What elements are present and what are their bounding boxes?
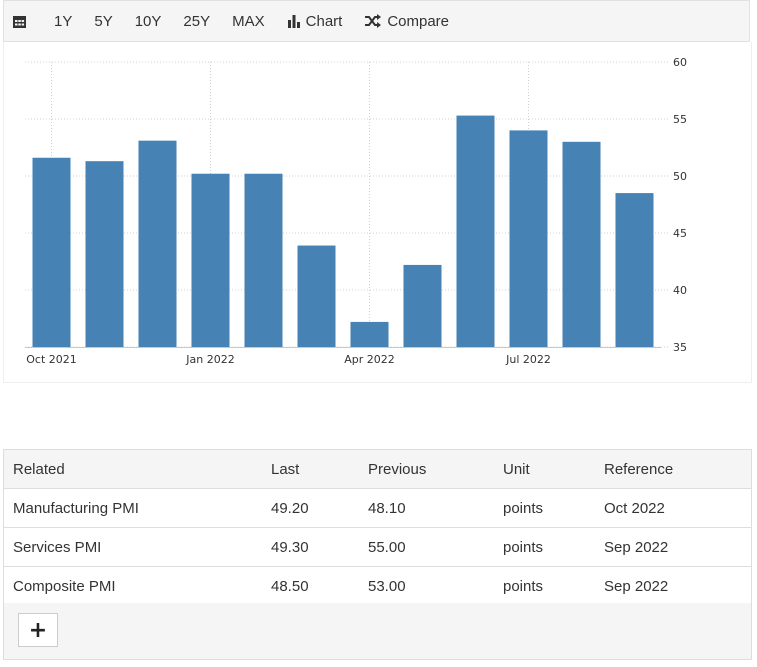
related-table: Related Last Previous Unit Reference Man…	[3, 449, 752, 606]
header-previous: Previous	[360, 449, 495, 489]
table-row[interactable]: Composite PMI 48.50 53.00 points Sep 202…	[3, 566, 752, 606]
cell-previous: 55.00	[360, 527, 495, 567]
y-tick-label: 40	[673, 284, 687, 297]
cell-name[interactable]: Composite PMI	[3, 566, 263, 606]
table-row[interactable]: Manufacturing PMI 49.20 48.10 points Oct…	[3, 488, 752, 528]
y-tick-labels: 35 40 45 50 55 60	[673, 56, 687, 354]
bar[interactable]	[562, 141, 601, 347]
cell-reference: Sep 2022	[596, 566, 752, 606]
add-indicator-button[interactable]: +	[18, 613, 58, 647]
y-tick-label: 55	[673, 113, 687, 126]
x-tick-label: Jul 2022	[505, 353, 551, 366]
y-tick-label: 35	[673, 341, 687, 354]
header-related: Related	[3, 449, 263, 489]
y-tick-label: 60	[673, 56, 687, 69]
range-max-button[interactable]: MAX	[232, 12, 265, 30]
cell-last: 49.20	[263, 488, 360, 528]
table-footer: +	[3, 603, 752, 660]
header-last: Last	[263, 449, 360, 489]
chart-container: Oct 2021 Jan 2022 Apr 2022 Jul 2022 35 40 45 5…	[3, 42, 752, 383]
related-header-row: Related Last Previous Unit Reference	[3, 449, 752, 489]
bar[interactable]	[85, 161, 124, 347]
cell-previous: 48.10	[360, 488, 495, 528]
bar[interactable]	[615, 193, 654, 347]
range-10y-button[interactable]: 10Y	[134, 12, 162, 30]
bar[interactable]	[456, 115, 495, 347]
bar[interactable]	[297, 245, 336, 347]
chart-type-label: Chart	[305, 12, 343, 30]
calendar-icon[interactable]	[12, 14, 32, 29]
bar[interactable]	[403, 264, 442, 347]
bars	[32, 115, 654, 347]
bar-chart: Oct 2021 Jan 2022 Apr 2022 Jul 2022 35 40 45 5…	[25, 56, 687, 366]
calendar-icon-graphic	[13, 15, 26, 28]
cell-reference: Sep 2022	[596, 527, 752, 567]
bar[interactable]	[191, 173, 230, 347]
x-tick-label: Apr 2022	[344, 353, 395, 366]
range-1y-button[interactable]: 1Y	[54, 12, 73, 30]
cell-unit: points	[495, 488, 596, 528]
range-5y-button[interactable]: 5Y	[94, 12, 113, 30]
bar-chart-icon	[287, 15, 300, 28]
x-tick-label: Oct 2021	[26, 353, 77, 366]
cell-reference: Oct 2022	[596, 488, 752, 528]
table-row[interactable]: Services PMI 49.30 55.00 points Sep 2022	[3, 527, 752, 567]
shuffle-icon	[365, 14, 382, 28]
y-tick-label: 45	[673, 227, 687, 240]
bar[interactable]	[350, 321, 389, 347]
bar[interactable]	[32, 157, 71, 347]
range-25y-button[interactable]: 25Y	[183, 12, 211, 30]
cell-previous: 53.00	[360, 566, 495, 606]
cell-last: 49.30	[263, 527, 360, 567]
x-tick-labels: Oct 2021 Jan 2022 Apr 2022 Jul 2022	[26, 353, 551, 366]
bar[interactable]	[138, 140, 177, 347]
cell-name[interactable]: Manufacturing PMI	[3, 488, 263, 528]
bar[interactable]	[244, 173, 283, 347]
x-tick-label: Jan 2022	[185, 353, 234, 366]
header-reference: Reference	[596, 449, 752, 489]
cell-unit: points	[495, 566, 596, 606]
chart-type-button[interactable]: Chart	[287, 12, 343, 30]
cell-name[interactable]: Services PMI	[3, 527, 263, 567]
header-unit: Unit	[495, 449, 596, 489]
y-tick-label: 50	[673, 170, 687, 183]
cell-unit: points	[495, 527, 596, 567]
chart-toolbar: 1Y 5Y 10Y 25Y MAX Chart Compare	[3, 0, 750, 42]
cell-last: 48.50	[263, 566, 360, 606]
bar[interactable]	[509, 130, 548, 347]
compare-label: Compare	[387, 12, 450, 30]
compare-button[interactable]: Compare	[364, 13, 449, 30]
